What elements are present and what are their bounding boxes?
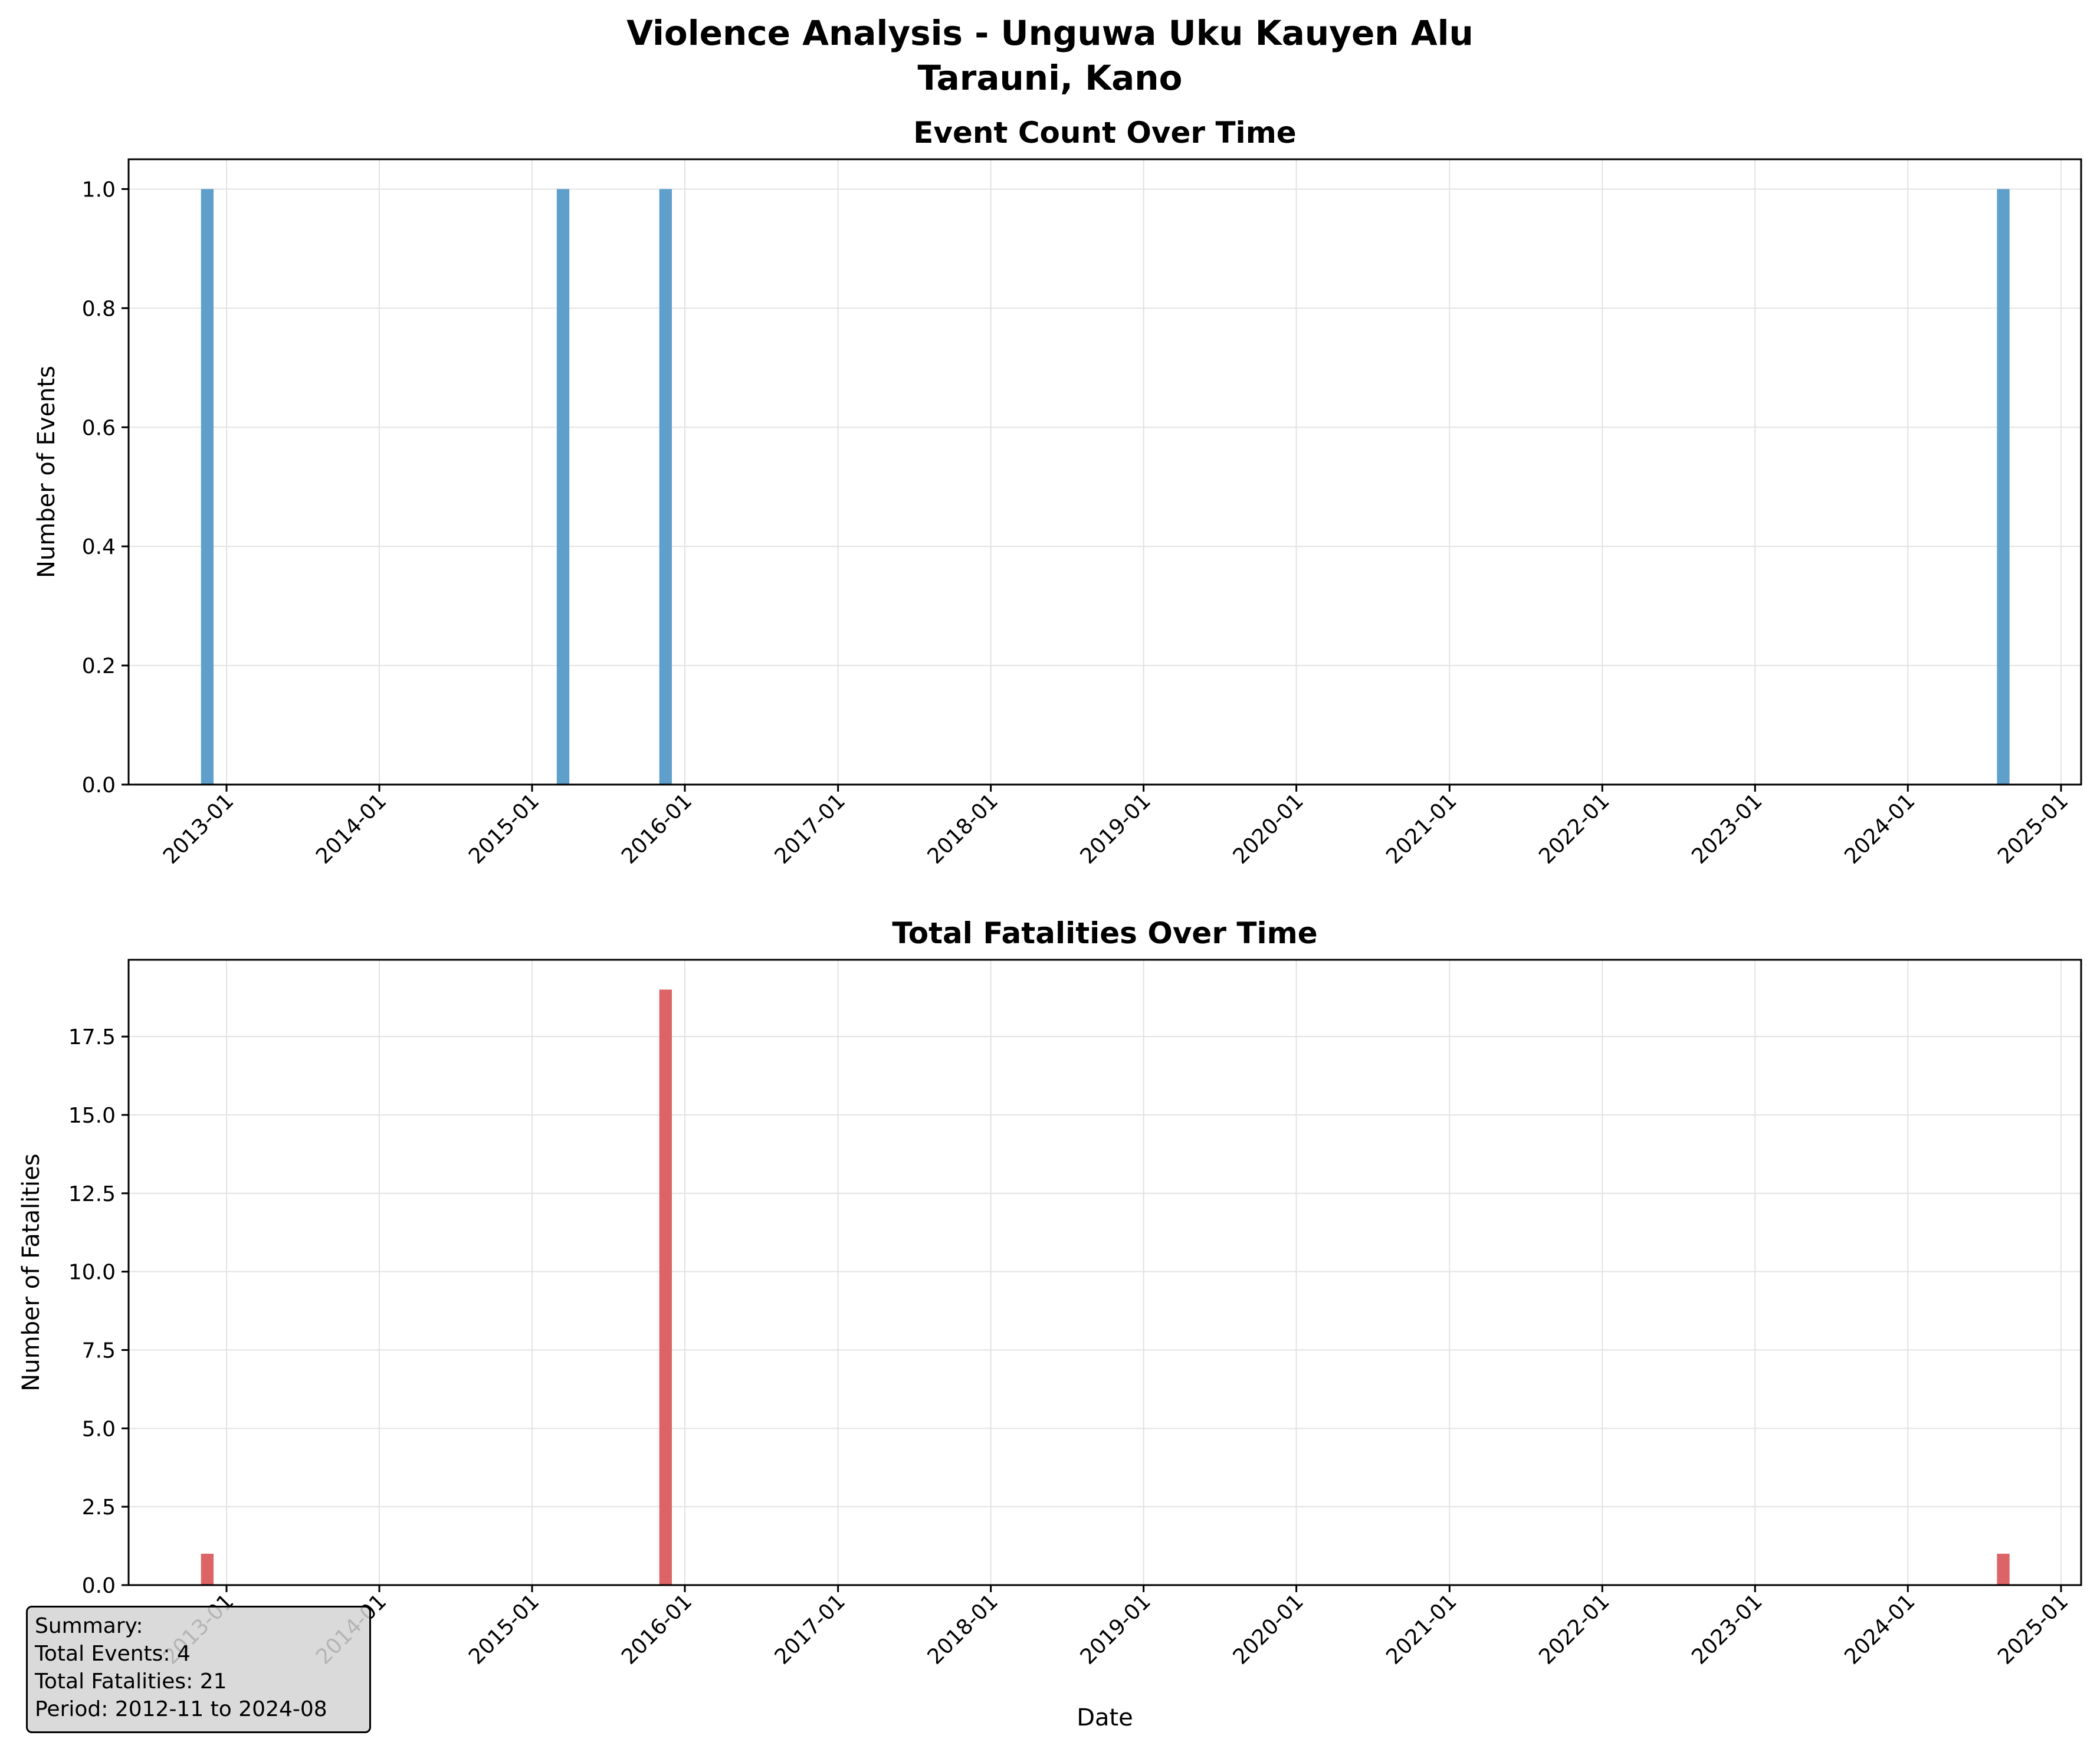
summary-period: Period: 2012-11 to 2024-08 xyxy=(35,1697,327,1721)
y-tick-label: 0.0 xyxy=(82,773,116,798)
x-tick-label: 2018-01 xyxy=(923,1589,1003,1669)
x-tick-label: 2014-01 xyxy=(311,789,391,868)
x-tick-label: 2022-01 xyxy=(1534,1589,1614,1669)
x-tick-label: 2015-01 xyxy=(464,1589,544,1669)
x-axis-label: Date xyxy=(1077,1704,1133,1731)
x-tick-label: 2024-01 xyxy=(1840,789,1919,868)
x-tick-label: 2023-01 xyxy=(1687,789,1767,868)
y-tick-label: 0.4 xyxy=(82,535,116,559)
y-tick-label: 0.2 xyxy=(82,654,116,678)
y-tick-label: 0.0 xyxy=(82,1574,116,1598)
summary-total-events: Total Events: 4 xyxy=(35,1642,191,1666)
x-tick-label: 2019-01 xyxy=(1076,789,1156,868)
x-tick-label: 2024-01 xyxy=(1840,1589,1919,1669)
x-tick-label: 2025-01 xyxy=(1993,789,2073,868)
y-tick-label: 5.0 xyxy=(82,1417,116,1441)
x-tick-label: 2022-01 xyxy=(1534,789,1614,868)
bar xyxy=(1997,189,2010,785)
event-count-chart: 0.0 0.2 0.4 0.6 0.8 1.0 2013-01 2014-01 2015-01 2… xyxy=(33,116,2082,869)
plot-frame xyxy=(127,959,2082,1586)
x-tick-label: 2018-01 xyxy=(923,789,1003,868)
x-tick-label: 2021-01 xyxy=(1382,789,1461,868)
summary-total-fatalities: Total Fatalities: 21 xyxy=(35,1669,227,1694)
summary-heading: Summary: xyxy=(35,1614,143,1638)
y-axis-label: Number of Events xyxy=(33,366,60,578)
y-tick-label: 0.8 xyxy=(82,297,116,321)
x-tick-label: 2020-01 xyxy=(1229,1589,1308,1669)
x-tick-label: 2019-01 xyxy=(1076,1589,1156,1669)
y-axis-label: Number of Fatalities xyxy=(18,1153,45,1391)
x-tick-label: 2023-01 xyxy=(1687,1589,1767,1669)
x-tick-label: 2013-01 xyxy=(159,789,238,868)
figure-title-line2: Tarauni, Kano xyxy=(918,58,1183,98)
y-tick-label: 15.0 xyxy=(68,1104,116,1128)
bar xyxy=(201,1553,214,1585)
bar xyxy=(1997,1553,2010,1585)
x-tick-label: 2025-01 xyxy=(1993,1589,2073,1669)
bar xyxy=(659,989,672,1585)
subplot-title: Total Fatalities Over Time xyxy=(892,916,1317,950)
y-tick-label: 12.5 xyxy=(68,1182,116,1206)
x-tick-label: 2016-01 xyxy=(617,1589,697,1669)
subplot-title: Event Count Over Time xyxy=(913,116,1296,150)
plot-frame xyxy=(127,158,2082,786)
y-tick-label: 1.0 xyxy=(82,178,116,202)
x-tick-label: 2020-01 xyxy=(1229,789,1308,868)
figure-title-line1: Violence Analysis - Unguwa Uku Kauyen Al… xyxy=(626,13,1474,53)
y-tick-label: 17.5 xyxy=(68,1025,116,1049)
y-tick-label: 7.5 xyxy=(82,1339,116,1363)
y-tick-label: 0.6 xyxy=(82,416,116,440)
x-tick-label: 2017-01 xyxy=(770,789,850,868)
bar xyxy=(201,189,214,785)
summary-box: Summary: Total Events: 4 Total Fatalitie… xyxy=(26,1606,371,1733)
y-tick-label: 10.0 xyxy=(68,1261,116,1285)
bar xyxy=(556,189,570,785)
y-tick-label: 2.5 xyxy=(82,1495,116,1520)
x-tick-label: 2017-01 xyxy=(770,1589,850,1669)
bar xyxy=(659,189,672,785)
x-tick-label: 2015-01 xyxy=(464,789,544,868)
x-tick-label: 2021-01 xyxy=(1382,1589,1461,1669)
x-tick-label: 2016-01 xyxy=(617,789,697,868)
